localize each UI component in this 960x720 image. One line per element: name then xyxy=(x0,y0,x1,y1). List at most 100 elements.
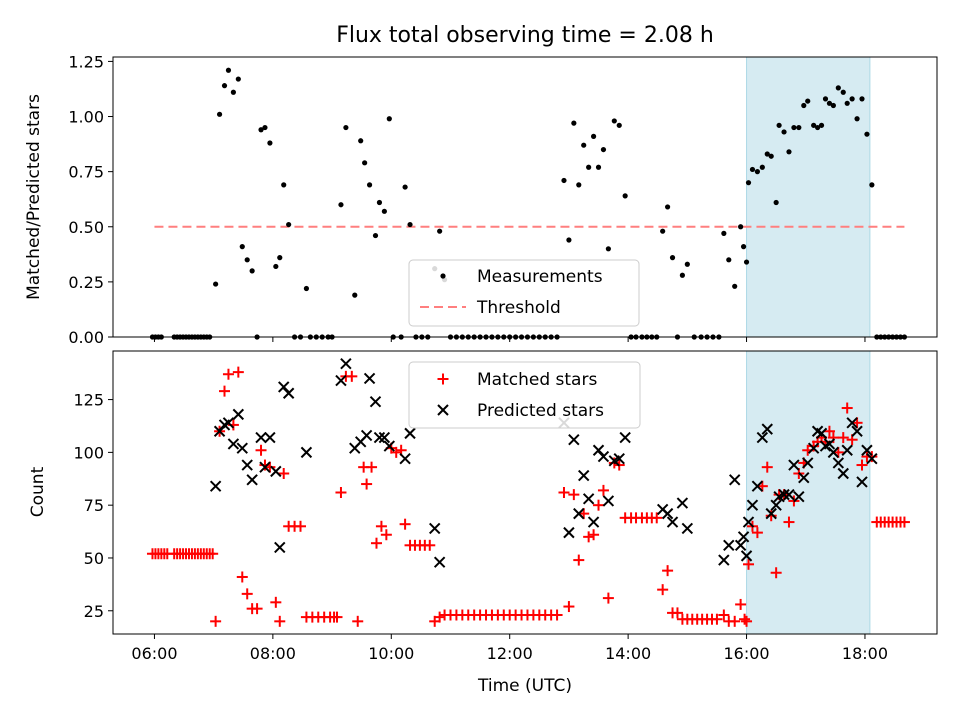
predicted-point xyxy=(742,516,755,528)
matched-point xyxy=(588,529,600,541)
measurement-point xyxy=(225,67,232,73)
measurement-point xyxy=(660,228,666,234)
measurement-point xyxy=(854,116,860,122)
matched-point xyxy=(593,499,605,511)
matched-point xyxy=(741,615,753,627)
measurement-point xyxy=(811,122,817,128)
predicted-point xyxy=(573,507,585,520)
predicted-point xyxy=(209,480,222,492)
measurement-point xyxy=(844,100,850,106)
y-tick-label: 0.25 xyxy=(68,273,104,292)
measurement-point xyxy=(561,177,567,184)
y-tick-label: 125 xyxy=(73,391,104,410)
x-tick-label: 14:00 xyxy=(605,644,651,663)
matched-point xyxy=(597,484,609,496)
predicted-point xyxy=(428,522,441,535)
predicted-point xyxy=(666,516,679,528)
matched-point xyxy=(856,459,868,471)
y-tick-label: 25 xyxy=(84,602,104,621)
measurement-point xyxy=(786,149,792,155)
measurement-point xyxy=(213,281,219,287)
measurement-point xyxy=(303,285,310,292)
measurement-point xyxy=(343,124,349,131)
measurement-point xyxy=(244,257,250,263)
matched-point xyxy=(602,592,614,604)
measurement-point xyxy=(864,131,870,137)
measurement-point xyxy=(611,118,617,124)
predicted-point xyxy=(259,461,271,473)
measurement-point xyxy=(437,228,443,234)
y-tick-label: 1.25 xyxy=(68,52,104,71)
matched-point xyxy=(568,489,580,501)
measurement-point xyxy=(586,164,592,170)
predicted-point xyxy=(246,474,258,486)
matched-point xyxy=(898,516,910,528)
measurement-point xyxy=(740,244,747,250)
matched-point xyxy=(735,598,747,610)
matched-point xyxy=(399,518,411,530)
matched-point xyxy=(207,548,219,560)
measurement-point xyxy=(721,230,727,236)
matched-point xyxy=(729,615,741,627)
measurement-point xyxy=(814,124,821,131)
predicted-point xyxy=(815,427,828,440)
predicted-point xyxy=(856,476,868,488)
highlight-span xyxy=(746,350,871,635)
predicted-point xyxy=(765,507,777,520)
measurement-point xyxy=(566,237,572,243)
x-tick-label: 08:00 xyxy=(250,644,296,663)
measurement-point xyxy=(849,96,855,102)
bottom-legend: Matched stars Predicted stars xyxy=(408,361,641,429)
measurement-point xyxy=(791,124,797,131)
measurement-point xyxy=(622,193,628,199)
y-tick-label: 0.75 xyxy=(68,163,104,182)
predicted-point xyxy=(619,431,631,444)
predicted-point xyxy=(563,526,575,539)
legend-label-predicted: Predicted stars xyxy=(477,401,604,421)
predicted-point xyxy=(227,438,240,450)
predicted-point xyxy=(274,541,286,554)
chart-title: Flux total observing time = 2.08 h xyxy=(336,23,714,48)
measurement-point xyxy=(338,202,344,208)
bottom-panel: 25 50 75 100 125 06:00 08:00 10:00 12:00 14:00 16:… xyxy=(73,350,938,663)
predicted-point xyxy=(783,488,795,501)
matched-point xyxy=(866,451,878,463)
predicted-point xyxy=(728,474,741,486)
measurement-point xyxy=(759,164,765,170)
predicted-point xyxy=(255,431,267,444)
measurement-point xyxy=(835,85,841,91)
measurement-point xyxy=(358,138,364,144)
matched-point xyxy=(841,402,853,414)
measurement-point xyxy=(830,102,836,109)
measurement-point xyxy=(840,89,846,95)
predicted-point xyxy=(582,493,595,505)
matched-point xyxy=(331,611,343,623)
x-tick-label: 12:00 xyxy=(487,644,533,663)
measurement-point xyxy=(273,263,279,270)
measurement-point xyxy=(277,255,283,261)
measurement-point xyxy=(386,116,392,122)
predicted-point xyxy=(798,472,810,484)
bottom-axes-frame xyxy=(112,350,938,635)
measurement-point xyxy=(764,151,770,157)
predicted-point xyxy=(404,427,416,440)
matched-point xyxy=(424,539,436,551)
matched-point xyxy=(236,571,248,583)
legend-label-threshold: Threshold xyxy=(476,298,561,318)
predicted-point xyxy=(756,431,769,444)
measurement-point xyxy=(768,153,774,159)
measurement-point xyxy=(216,111,223,117)
measurement-point xyxy=(590,133,597,139)
measurement-point xyxy=(221,83,228,89)
matched-point xyxy=(671,607,683,619)
matched-point xyxy=(390,446,402,458)
measurement-point xyxy=(372,232,379,239)
matched-point xyxy=(770,567,782,579)
measurement-point xyxy=(235,76,241,82)
measurement-point xyxy=(664,204,671,210)
measurement-point xyxy=(407,221,413,228)
x-tick-label: 10:00 xyxy=(368,644,414,663)
measurement-point xyxy=(749,166,756,173)
predicted-point xyxy=(433,556,446,568)
predicted-point xyxy=(746,499,759,511)
